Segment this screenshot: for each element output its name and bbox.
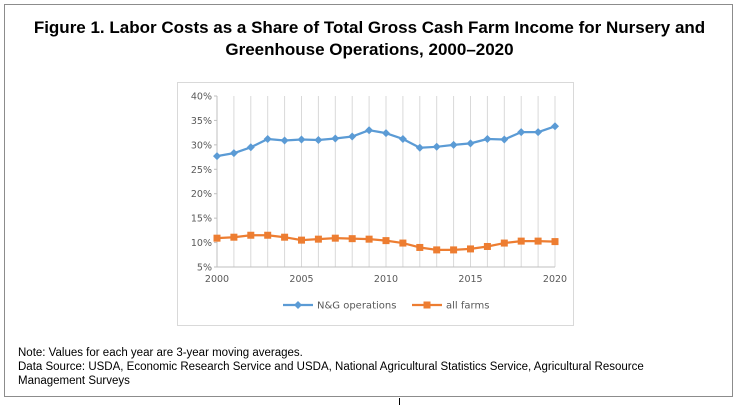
- data-point-square: [247, 231, 255, 239]
- data-point-diamond: [551, 122, 559, 131]
- data-point-diamond: [432, 142, 441, 151]
- x-tick-label: 2005: [289, 274, 313, 285]
- data-point-diamond: [483, 134, 492, 143]
- y-tick-label: 30%: [191, 140, 212, 151]
- data-point-square: [517, 237, 525, 245]
- data-point-square: [450, 246, 458, 254]
- data-point-diamond: [382, 129, 390, 138]
- data-point-diamond: [331, 134, 340, 143]
- x-tick-label: 2010: [374, 274, 398, 285]
- data-point-diamond: [534, 128, 543, 137]
- data-point-square: [365, 235, 373, 243]
- data-point-square: [483, 242, 491, 250]
- data-point-square: [314, 235, 322, 243]
- note-line-2: Data Source: USDA, Economic Research Ser…: [18, 361, 644, 373]
- data-point-diamond: [229, 149, 238, 158]
- figure-title-line-1: Figure 1. Labor Costs as a Share of Tota…: [33, 18, 706, 37]
- y-tick-label: 15%: [191, 214, 212, 225]
- y-tick-label: 35%: [191, 116, 212, 127]
- data-point-square: [534, 237, 542, 245]
- x-tick-label: 2000: [205, 274, 229, 285]
- data-point-diamond: [263, 134, 272, 143]
- data-point-square: [551, 238, 559, 246]
- data-point-diamond: [415, 143, 424, 152]
- data-point-square: [331, 234, 339, 242]
- chart-area: 5% 10% 15% 20% 25% 30% 35% 40% 2000 2005 2010 2015 2…: [177, 82, 574, 326]
- x-tick-label: 2015: [458, 274, 482, 285]
- data-point-diamond: [398, 134, 407, 143]
- data-point-diamond: [449, 140, 458, 149]
- figure-note: Note: Values for each year are 3-year mo…: [18, 346, 718, 388]
- x-tick-label: 2020: [543, 274, 567, 285]
- data-point-diamond: [365, 126, 374, 135]
- data-point-square: [281, 233, 289, 241]
- figure-title-line-2: Greenhouse Operations, 2000–2020: [225, 40, 514, 59]
- figure-title: Figure 1. Labor Costs as a Share of Tota…: [10, 17, 729, 61]
- data-point-diamond: [280, 136, 289, 145]
- note-line-1: Note: Values for each year are 3-year mo…: [18, 347, 303, 359]
- legend-marker-diamond: [294, 301, 302, 309]
- data-point-square: [230, 233, 238, 241]
- data-point-diamond: [466, 139, 475, 148]
- data-point-square: [213, 234, 221, 242]
- data-point-square: [433, 246, 441, 254]
- data-point-square: [399, 239, 407, 247]
- data-point-diamond: [314, 135, 323, 144]
- data-point-diamond: [517, 128, 526, 137]
- legend-marker-square: [423, 301, 431, 309]
- note-line-3: Management Surveys: [18, 375, 130, 387]
- line-chart: 5% 10% 15% 20% 25% 30% 35% 40% 2000 2005 2010 2015 2…: [191, 92, 567, 312]
- data-point-diamond: [500, 135, 509, 144]
- y-tick-label: 5%: [197, 263, 212, 274]
- data-point-diamond: [246, 143, 255, 152]
- y-tick-label: 10%: [191, 238, 212, 249]
- y-tick-label: 25%: [191, 165, 212, 176]
- legend-label-1: N&G operations: [317, 301, 396, 312]
- data-point-diamond: [297, 135, 306, 144]
- data-point-diamond: [213, 152, 221, 161]
- data-point-square: [348, 235, 356, 243]
- data-point-square: [500, 239, 508, 247]
- data-point-square: [298, 236, 305, 244]
- data-point-square: [416, 243, 424, 251]
- y-tick-label: 20%: [191, 189, 212, 200]
- legend-label-2: all farms: [446, 301, 489, 312]
- data-point-square: [382, 237, 390, 245]
- data-point-square: [467, 245, 474, 253]
- data-point-square: [264, 231, 272, 239]
- y-tick-label: 40%: [191, 92, 212, 103]
- text-cursor-mark: [399, 398, 400, 405]
- data-point-diamond: [348, 132, 357, 141]
